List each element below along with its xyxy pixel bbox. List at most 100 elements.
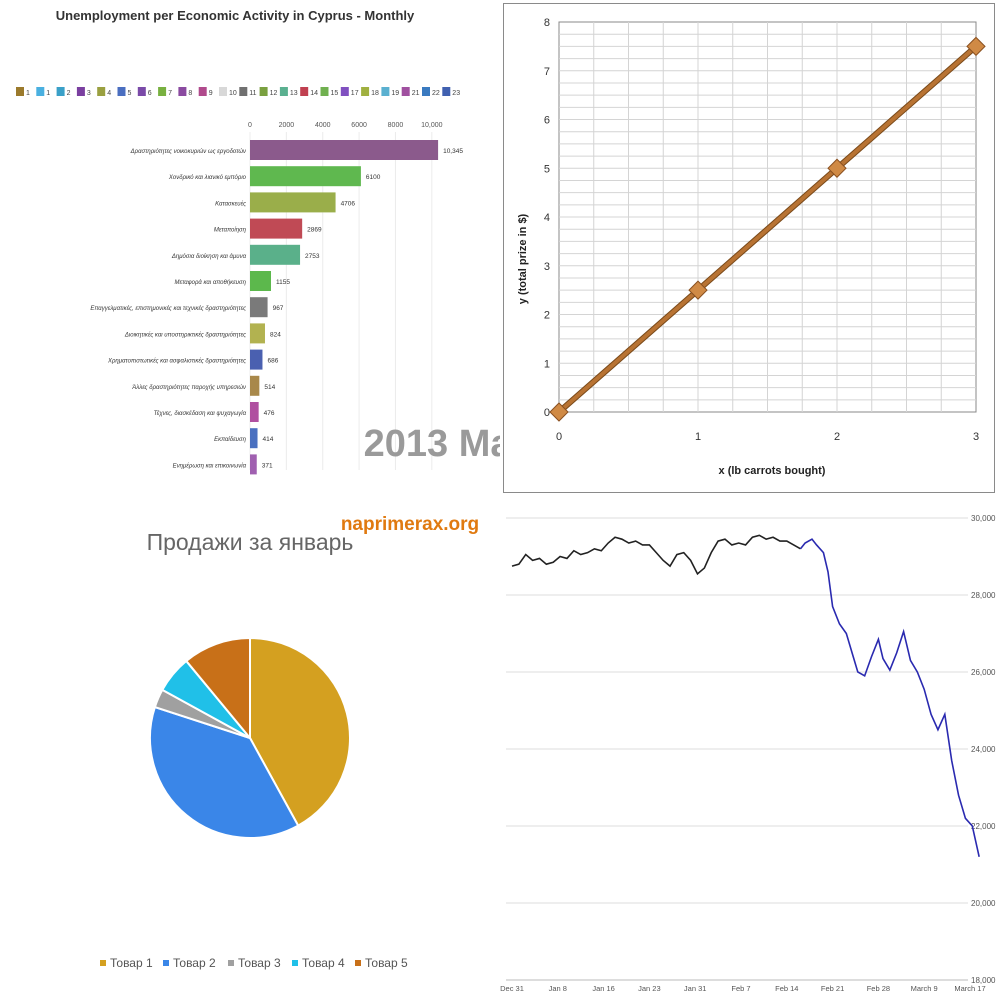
data-point	[688, 280, 708, 300]
y-tick-label: 18,000	[971, 976, 996, 985]
legend-swatch	[340, 87, 349, 96]
legend-label: 14	[310, 90, 318, 97]
timeseries-panel: 18,000 20,000 22,000 24,000 26,000 28,000 30,0…	[500, 500, 1000, 1000]
bar	[250, 244, 301, 265]
bar-value-label: 414	[263, 436, 274, 443]
legend-label: 2	[67, 90, 71, 97]
legend-label: 6	[148, 90, 152, 97]
y-tick-label: 7	[544, 66, 550, 78]
bar-value-label: 371	[262, 462, 273, 469]
category-label: Χονδρικό και λιανικό εμπόριο	[168, 174, 247, 181]
category-label: Άλλες δραστηριότητες παροχής υπηρεσιών	[131, 384, 246, 391]
y-tick-label: 22,000	[971, 822, 996, 831]
legend-label: 18	[371, 90, 379, 97]
legend-swatch	[239, 87, 248, 96]
bar	[250, 375, 260, 396]
legend-label: 3	[87, 90, 91, 97]
category-label: Δραστηριότητες νοικοκυριών ως εργοδοτών	[130, 148, 246, 155]
pie-slice	[249, 636, 351, 827]
bar-value-label: 967	[273, 305, 284, 312]
legend-swatch	[100, 960, 106, 966]
x-tick-label: 4000	[315, 122, 331, 129]
category-label: Μεταφορά και αποθήκευση	[174, 279, 246, 286]
category-label: Εκπαίδευση	[214, 437, 247, 443]
legend-swatch	[198, 87, 207, 96]
legend-swatch	[422, 87, 430, 96]
line-chart: 0 1 2 3 4 5 6 7 8 0 1 2 3 x (lb carrots bought) y (…	[517, 17, 986, 477]
y-tick-label: 24,000	[971, 745, 996, 754]
pie-chart-panel: naprimerax.org Продажи за январь Товар 1…	[0, 500, 500, 1000]
x-tick-label: 2	[834, 431, 840, 443]
y-tick-label: 1	[544, 358, 550, 370]
legend-swatch	[355, 960, 361, 966]
legend-swatch	[178, 87, 187, 96]
legend-swatch	[158, 87, 167, 96]
x-tick-label: Feb 7	[731, 984, 750, 993]
x-tick-label: 2000	[279, 122, 295, 129]
legend-swatch	[381, 87, 390, 96]
watermark: naprimerax.org	[341, 514, 479, 535]
legend-swatch	[292, 960, 298, 966]
data-point	[966, 36, 986, 57]
x-tick-label: Jan 31	[684, 984, 707, 993]
category-label: Δημόσια διοίκηση και άμυνα	[171, 253, 247, 260]
series-line	[799, 538, 980, 857]
x-tick-label: 8000	[388, 122, 404, 129]
bar-chart-panel: Unemployment per Economic Activity in Cy…	[0, 0, 500, 490]
x-tick-label: 1	[695, 431, 701, 443]
x-tick-label: Jan 16	[592, 984, 615, 993]
category-label: Χρηματοπιστωτικές και ασφαλιστικές δραστ…	[107, 358, 246, 365]
y-tick-label: 6	[544, 115, 550, 127]
legend-label: 9	[209, 90, 213, 97]
x-tick-label: Jan 8	[549, 984, 567, 993]
bar	[250, 349, 263, 370]
legend-label: 1	[46, 90, 50, 97]
y-tick-label: 3	[544, 261, 550, 273]
bar	[250, 454, 257, 475]
bar	[250, 271, 271, 291]
y-tick-label: 28,000	[971, 591, 996, 600]
legend-label: 10	[229, 90, 237, 97]
x-tick-label: Dec 31	[500, 984, 524, 993]
bar-value-label: 686	[267, 358, 278, 365]
x-tick-label: Feb 28	[867, 984, 890, 993]
legend-label: 7	[168, 90, 172, 97]
category-label: Τέχνες, διασκέδαση και ψυχαγωγία	[154, 410, 247, 417]
legend-label: 19	[391, 90, 399, 97]
bar	[250, 192, 336, 213]
legend-label: 13	[290, 90, 298, 97]
y-tick-label: 0	[544, 407, 550, 419]
timeseries-chart: 18,000 20,000 22,000 24,000 26,000 28,000 30,0…	[500, 514, 996, 993]
x-tick-label: 6000	[351, 122, 367, 129]
y-tick-label: 4	[544, 212, 550, 224]
bar	[250, 166, 361, 187]
legend-swatch	[36, 87, 45, 96]
legend-label: 17	[351, 90, 359, 97]
legend-label: 4	[107, 90, 111, 97]
category-label: Επαγγελματικές, επιστημονικές και τεχνικ…	[90, 305, 246, 312]
pie-slice	[149, 705, 300, 839]
x-tick-label: 0	[248, 122, 252, 129]
bar-value-label: 2753	[305, 253, 320, 260]
legend-label: Товар 4	[302, 956, 345, 970]
legend-label: 8	[188, 90, 192, 97]
data-point	[549, 402, 569, 422]
x-tick-label: March 9	[911, 984, 938, 993]
legend-label: Товар 3	[238, 956, 281, 970]
bar-value-label: 10,345	[443, 148, 463, 155]
bar-value-label: 6100	[366, 174, 381, 181]
legend-swatch	[228, 960, 234, 966]
category-label: Μεταποίηση	[214, 228, 247, 234]
legend-swatch	[76, 87, 85, 96]
y-tick-label: 30,000	[971, 514, 996, 523]
year-label: 2013 Mar	[364, 423, 500, 465]
legend-swatch	[56, 87, 65, 96]
bar-value-label: 476	[264, 410, 275, 417]
x-tick-label: Feb 21	[821, 984, 844, 993]
bar	[250, 323, 265, 344]
legend-swatch	[137, 87, 146, 96]
legend-swatch	[163, 960, 169, 966]
bar-value-label: 514	[264, 384, 275, 391]
x-tick-label: March 17	[954, 984, 985, 993]
legend-swatch	[279, 87, 288, 96]
